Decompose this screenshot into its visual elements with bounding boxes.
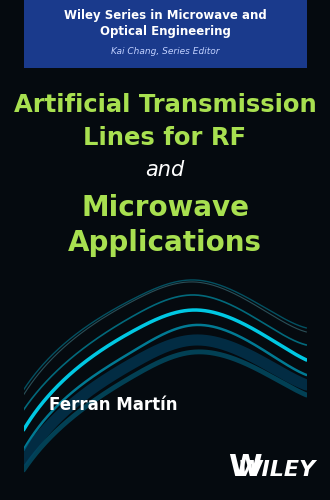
Text: Ferran Martín: Ferran Martín — [49, 396, 178, 414]
Text: Applications: Applications — [68, 229, 262, 257]
Text: Lines for RF: Lines for RF — [83, 126, 247, 150]
Text: W: W — [228, 454, 262, 482]
Text: Optical Engineering: Optical Engineering — [100, 26, 230, 38]
Text: Microwave: Microwave — [81, 194, 249, 222]
Text: and: and — [146, 160, 184, 180]
FancyBboxPatch shape — [23, 0, 307, 68]
Text: Kai Chang, Series Editor: Kai Chang, Series Editor — [111, 46, 219, 56]
Text: Artificial Transmission: Artificial Transmission — [14, 93, 316, 117]
Text: WILEY: WILEY — [237, 460, 315, 480]
Text: Wiley Series in Microwave and: Wiley Series in Microwave and — [64, 10, 266, 22]
